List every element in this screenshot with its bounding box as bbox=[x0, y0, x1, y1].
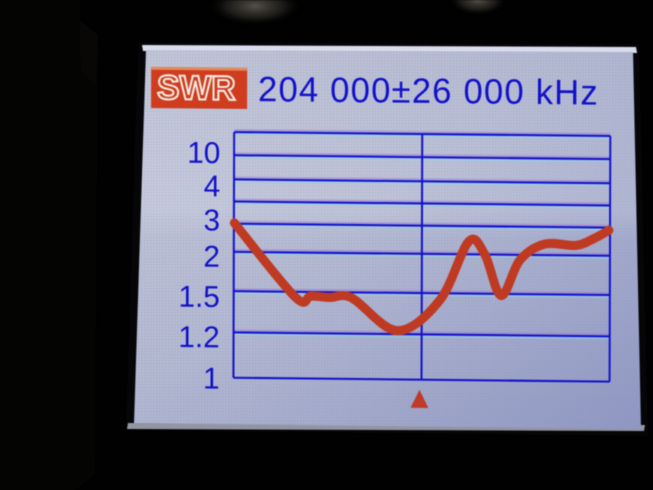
svg-text:4: 4 bbox=[204, 170, 221, 203]
svg-text:2: 2 bbox=[203, 240, 220, 273]
svg-text:1.2: 1.2 bbox=[178, 321, 219, 355]
svg-text:10: 10 bbox=[187, 137, 220, 171]
svg-text:SWR: SWR bbox=[157, 69, 236, 108]
svg-text:1: 1 bbox=[203, 362, 220, 395]
svg-text:1.5: 1.5 bbox=[178, 280, 219, 314]
svg-text:204 000±26 000 kHz: 204 000±26 000 kHz bbox=[258, 70, 599, 113]
svg-text:3: 3 bbox=[203, 204, 220, 237]
